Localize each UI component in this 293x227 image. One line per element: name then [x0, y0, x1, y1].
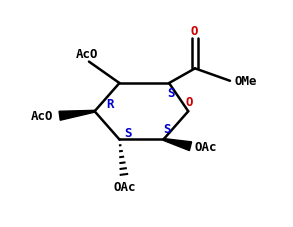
- Text: OMe: OMe: [234, 75, 257, 88]
- Text: R: R: [107, 98, 114, 111]
- Text: OAc: OAc: [195, 141, 217, 154]
- Text: AcO: AcO: [31, 110, 53, 123]
- Polygon shape: [59, 110, 95, 120]
- Polygon shape: [163, 138, 192, 151]
- Text: S: S: [167, 87, 175, 100]
- Text: S: S: [125, 127, 132, 140]
- Text: O: O: [190, 25, 197, 38]
- Text: AcO: AcO: [76, 48, 98, 61]
- Text: S: S: [164, 123, 171, 136]
- Text: O: O: [186, 96, 193, 109]
- Text: OAc: OAc: [113, 181, 136, 194]
